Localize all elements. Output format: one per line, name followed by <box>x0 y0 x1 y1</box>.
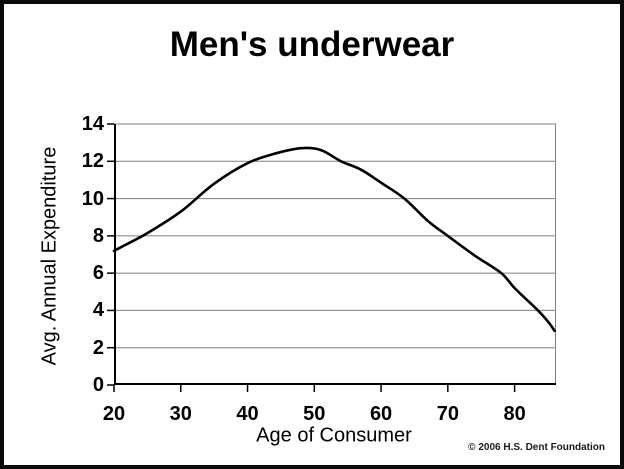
x-axis-title: Age of Consumer <box>256 424 412 447</box>
y-tick-label: 2 <box>92 336 104 359</box>
y-tick-label: 10 <box>81 187 104 210</box>
plot-area <box>107 123 556 392</box>
y-tick-label: 6 <box>92 262 104 285</box>
y-tick-label: 12 <box>81 150 104 173</box>
x-tick-label: 70 <box>436 403 459 425</box>
x-tick-label: 40 <box>236 403 259 425</box>
y-tick-label: 14 <box>81 113 104 135</box>
expenditure-curve <box>112 146 556 333</box>
chart-plot-svg <box>107 123 556 392</box>
x-tick-label: 50 <box>303 403 326 425</box>
y-axis-title: Avg. Annual Expenditure <box>38 146 61 366</box>
x-tick-label: 80 <box>503 403 526 425</box>
x-tick-label: 60 <box>369 403 393 425</box>
y-tick-label: 4 <box>92 299 104 322</box>
y-tick-label: 0 <box>92 374 104 396</box>
x-tick-label: 30 <box>169 403 192 425</box>
y-tick-label: 8 <box>92 224 104 247</box>
copyright-note: © 2006 H.S. Dent Foundation <box>468 442 605 453</box>
x-tick-label: 20 <box>102 403 126 425</box>
chart-title: Men's underwear <box>169 25 455 64</box>
